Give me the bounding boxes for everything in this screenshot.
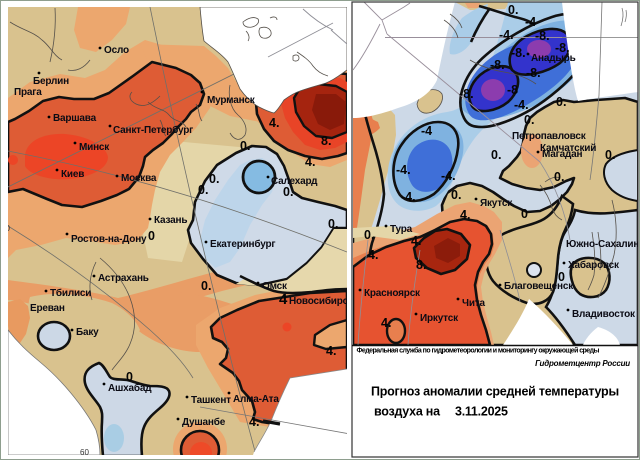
svg-text:0: 0 (126, 370, 133, 384)
svg-text:0: 0 (558, 270, 565, 284)
svg-text:4.: 4. (368, 248, 378, 262)
svg-text:0.: 0. (201, 279, 211, 293)
svg-text:60: 60 (80, 448, 89, 457)
svg-text:Тура: Тура (390, 224, 413, 235)
svg-text:0.: 0. (283, 185, 293, 199)
svg-text:-8.: -8. (535, 29, 550, 43)
svg-text:-4.: -4. (401, 190, 416, 204)
svg-text:Мурманск: Мурманск (207, 95, 256, 106)
svg-text:Казань: Казань (154, 215, 187, 226)
svg-text:0.: 0. (508, 3, 518, 17)
svg-text:-4: -4 (525, 15, 536, 29)
svg-text:8.: 8. (321, 134, 331, 148)
svg-text:Ростов-на-Дону: Ростов-на-Дону (71, 234, 147, 245)
svg-text:Иркутск: Иркутск (420, 313, 459, 324)
svg-text:0.: 0. (198, 183, 208, 197)
svg-text:30: 30 (1, 224, 10, 233)
svg-text:0.: 0. (605, 148, 615, 162)
svg-text:Гидрометцентр России: Гидрометцентр России (535, 359, 630, 368)
svg-text:-4.: -4. (396, 163, 411, 177)
svg-text:Алма-Ата: Алма-Ата (233, 394, 279, 405)
svg-text:-8.: -8. (490, 58, 505, 72)
svg-text:Санкт-Петербург: Санкт-Петербург (113, 124, 193, 136)
svg-text:0.: 0. (364, 228, 374, 242)
svg-text:Анадырь: Анадырь (531, 53, 576, 64)
svg-text:3.11.2025: 3.11.2025 (455, 405, 508, 419)
svg-text:Камчатский: Камчатский (540, 143, 596, 154)
svg-text:4.: 4. (269, 116, 279, 130)
svg-text:Якутск: Якутск (480, 198, 513, 209)
svg-text:Екатеринбург: Екатеринбург (210, 238, 275, 250)
svg-text:Москва: Москва (121, 173, 157, 184)
svg-text:4: 4 (279, 291, 288, 308)
svg-text:-4.: -4. (441, 169, 456, 183)
svg-text:-4.: -4. (499, 28, 514, 42)
svg-text:0.: 0. (240, 139, 250, 153)
svg-text:0: 0 (148, 229, 155, 243)
svg-text:0: 0 (521, 207, 528, 221)
svg-text:0.: 0. (554, 170, 564, 184)
svg-text:Киев: Киев (61, 169, 84, 180)
svg-text:Прогноз аномалии средней темпе: Прогноз аномалии средней температуры (371, 385, 619, 399)
svg-text:-4.: -4. (514, 98, 529, 112)
svg-text:Душанбе: Душанбе (182, 416, 226, 428)
svg-text:Берлин: Берлин (33, 76, 69, 87)
svg-text:Ашхабад: Ашхабад (108, 382, 152, 394)
svg-text:-4: -4 (421, 124, 432, 138)
svg-text:Магадан: Магадан (542, 149, 582, 160)
svg-text:Прага: Прага (14, 87, 42, 98)
svg-text:Владивосток: Владивосток (572, 309, 636, 320)
svg-text:-8.: -8. (511, 46, 526, 60)
svg-text:Минск: Минск (79, 142, 110, 153)
svg-text:Южно-Сахалинск: Южно-Сахалинск (566, 239, 640, 250)
svg-text:Новосибирск: Новосибирск (289, 295, 354, 307)
svg-text:-8.: -8. (555, 41, 570, 55)
svg-text:0.: 0. (328, 217, 338, 231)
svg-text:0.: 0. (524, 113, 534, 127)
svg-text:4.: 4. (381, 316, 391, 330)
svg-text:Омск: Омск (262, 281, 288, 292)
svg-text:4.: 4. (249, 415, 259, 429)
svg-text:-8.: -8. (526, 66, 541, 80)
svg-text:Тбилиси: Тбилиси (50, 287, 91, 299)
svg-text:0.: 0. (556, 95, 566, 109)
svg-text:8.: 8. (416, 258, 426, 272)
svg-text:4.: 4. (305, 155, 315, 169)
svg-text:Благовещенск: Благовещенск (504, 281, 574, 292)
svg-text:воздуха на: воздуха на (374, 405, 441, 419)
svg-text:0.: 0. (209, 172, 219, 186)
svg-text:Хабаровск: Хабаровск (568, 259, 620, 271)
svg-text:Варшава: Варшава (53, 113, 97, 124)
svg-text:Баку: Баку (76, 327, 99, 338)
svg-text:Салехард: Салехард (271, 176, 318, 187)
svg-text:0.: 0. (491, 148, 501, 162)
svg-text:Петропавловск: Петропавловск (512, 131, 587, 142)
svg-text:4.: 4. (460, 208, 470, 222)
svg-text:Астрахань: Астрахань (98, 273, 149, 284)
svg-text:-8: -8 (507, 83, 518, 97)
svg-text:Федеральная служба по гидромет: Федеральная служба по гидрометеорологии … (357, 347, 600, 355)
svg-text:Ереван: Ереван (30, 303, 65, 314)
svg-text:4.: 4. (326, 344, 336, 358)
svg-text:Красноярск: Красноярск (364, 288, 421, 299)
svg-text:-8.: -8. (459, 87, 474, 101)
svg-text:Чита: Чита (462, 298, 485, 309)
svg-text:0.: 0. (451, 188, 461, 202)
svg-text:Осло: Осло (104, 45, 129, 56)
svg-text:Ташкент: Ташкент (191, 395, 231, 406)
svg-text:4.: 4. (411, 234, 421, 248)
